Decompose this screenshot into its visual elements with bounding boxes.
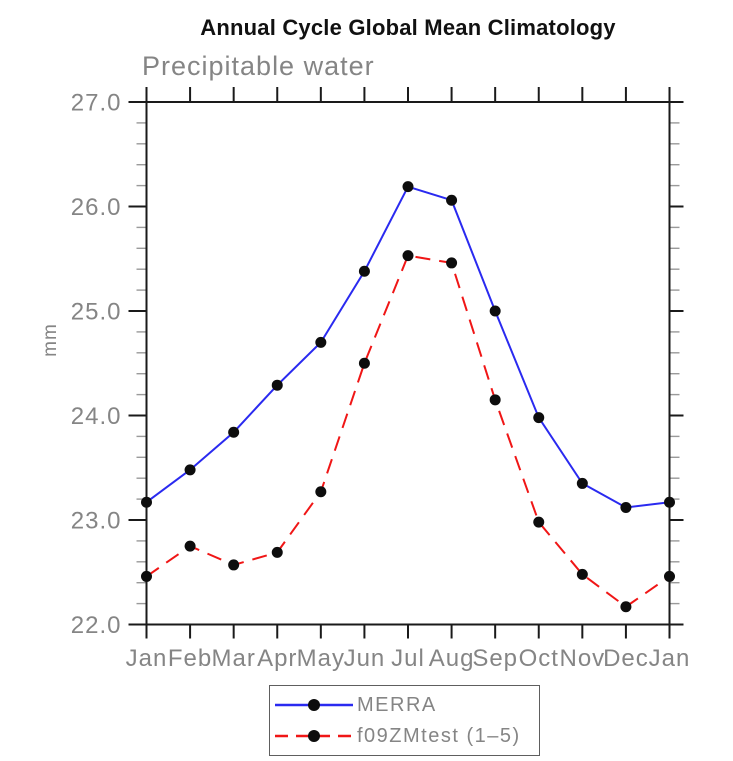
data-point-marker — [446, 257, 458, 269]
data-point-marker — [141, 570, 152, 582]
x-tick-label: Jul — [391, 645, 425, 672]
data-point-marker — [228, 426, 240, 438]
legend-item-f09zmtest: f09ZMtest (1–5) — [273, 721, 539, 752]
plot-frame — [145, 101, 671, 626]
merra-line-sample — [275, 699, 353, 711]
x-tick-label: May — [297, 645, 345, 672]
data-point-marker — [620, 501, 632, 513]
legend: MERRA f09ZMtest (1–5) — [269, 685, 540, 756]
data-point-marker — [664, 570, 675, 582]
x-tick-label: Oct — [519, 645, 559, 672]
x-tick-label: Sep — [472, 645, 518, 672]
data-point-marker — [358, 265, 370, 277]
data-point-marker — [576, 477, 588, 489]
x-tick-label: Jan — [649, 645, 691, 672]
legend-item-merra: MERRA — [273, 690, 539, 721]
data-point-marker — [576, 568, 588, 580]
data-point-marker — [533, 412, 545, 424]
data-point-marker — [489, 394, 501, 406]
data-point-marker — [184, 540, 196, 552]
data-point-marker — [271, 546, 283, 558]
chart-subtitle: Precipitable water — [142, 51, 375, 81]
series-line-0 — [145, 185, 670, 509]
x-tick-label: Aug — [429, 645, 475, 672]
data-point-marker — [533, 516, 545, 528]
legend-label-merra: MERRA — [357, 693, 437, 716]
x-tick-label: Apr — [257, 645, 297, 672]
legend-marker-1 — [308, 730, 320, 742]
y-tick-label: 27.0 — [71, 90, 122, 117]
data-point-marker — [620, 601, 632, 613]
f09zmtest-line-sample — [275, 730, 353, 742]
y-tick-label: 23.0 — [71, 508, 122, 535]
y-tick-label: 24.0 — [71, 403, 122, 430]
data-point-marker — [271, 379, 283, 391]
data-point-marker — [489, 305, 501, 317]
data-point-marker — [315, 336, 327, 348]
legend-marker-0 — [308, 699, 320, 711]
y-tick-label: 25.0 — [71, 299, 122, 326]
x-tick-label: Jan — [126, 645, 168, 672]
data-point-marker — [446, 194, 458, 206]
legend-label-f09zmtest: f09ZMtest (1–5) — [357, 724, 521, 747]
x-tick-label: Feb — [168, 645, 212, 672]
data-point-marker — [358, 357, 370, 369]
data-point-marker — [315, 486, 327, 498]
series-line-1 — [145, 254, 671, 608]
x-tick-label: Mar — [211, 645, 255, 672]
data-point-marker — [664, 496, 675, 508]
x-tick-label: Jun — [344, 645, 386, 672]
data-point-marker — [402, 250, 414, 262]
y-tick-label: 22.0 — [71, 612, 122, 639]
chart-title: Annual Cycle Global Mean Climatology — [200, 15, 616, 40]
data-point-marker — [141, 496, 152, 508]
data-point-marker — [184, 464, 196, 476]
x-tick-label: Nov — [559, 645, 605, 672]
data-point-marker — [228, 559, 240, 571]
y-tick-label: 26.0 — [71, 194, 122, 221]
data-point-marker — [402, 181, 414, 193]
x-tick-label: Dec — [603, 645, 649, 672]
